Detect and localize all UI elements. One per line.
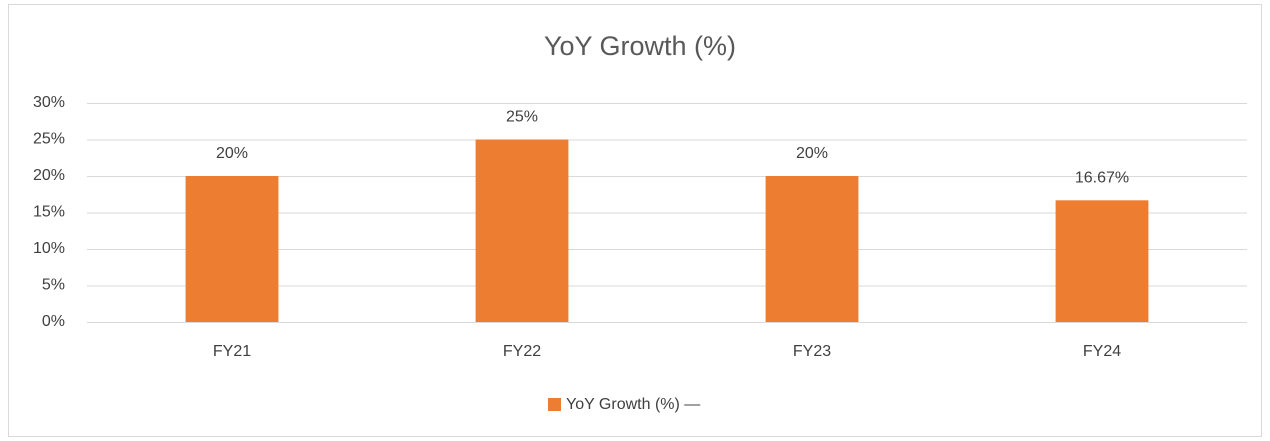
y-tick-label: 20% [33, 167, 65, 184]
x-tick-label: FY22 [503, 343, 541, 360]
data-label: 20% [796, 145, 828, 162]
bar [765, 176, 859, 322]
x-tick-label: FY24 [1083, 343, 1121, 360]
legend-label: YoY Growth (%) — [566, 396, 700, 413]
bar [475, 139, 569, 322]
data-label: 25% [506, 109, 538, 126]
y-tick-label: 30% [33, 94, 65, 111]
y-tick-label: 10% [33, 240, 65, 257]
y-tick-label: 25% [33, 131, 65, 148]
bar [185, 176, 279, 322]
data-label: 20% [216, 145, 248, 162]
bar [1055, 200, 1149, 322]
y-tick-label: 15% [33, 204, 65, 221]
x-tick-label: FY21 [213, 343, 251, 360]
x-tick-label: FY23 [793, 343, 831, 360]
chart-title: YoY Growth (%) [544, 31, 736, 61]
legend-swatch [548, 398, 561, 411]
y-tick-label: 5% [42, 277, 65, 294]
data-label: 16.67% [1075, 170, 1129, 187]
y-tick-label: 0% [42, 313, 65, 330]
